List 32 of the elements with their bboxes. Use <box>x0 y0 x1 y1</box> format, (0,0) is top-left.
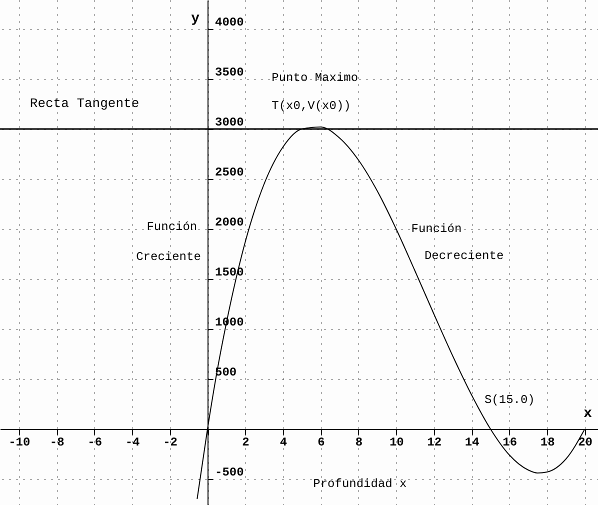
x-tick-label: 12 <box>427 436 442 450</box>
x-tick-label: 10 <box>389 436 404 450</box>
y-tick-label: 3500 <box>215 66 244 80</box>
x-tick-label: 20 <box>578 436 592 450</box>
x-tick-label: 8 <box>355 436 363 450</box>
annotation: Creciente <box>136 250 201 264</box>
x-tick-label: -6 <box>88 436 102 450</box>
x-tick-label: 14 <box>464 436 480 450</box>
y-tick-label: 3000 <box>215 116 244 130</box>
x-tick-label: 16 <box>502 436 518 450</box>
annotation: Profundidad x <box>313 477 407 491</box>
annotation: T(x0,V(x0)) <box>272 99 351 113</box>
ref-line-label: Recta Tangente <box>30 96 140 111</box>
y-tick-label: 2500 <box>215 166 244 180</box>
y-tick-label: 2000 <box>215 216 244 230</box>
x-tick-label: -2 <box>163 436 178 450</box>
x-tick-label: -10 <box>8 436 30 450</box>
annotation: Punto Maximo <box>272 71 358 85</box>
annotation: S(15.0) <box>484 393 535 407</box>
y-tick-label: -500 <box>215 466 244 480</box>
x-axis-title: x <box>584 406 593 422</box>
x-tick-label: 6 <box>318 436 325 450</box>
x-tick-label: 4 <box>280 436 288 450</box>
y-tick-label: 4000 <box>215 16 244 30</box>
y-axis-title: y <box>191 11 200 27</box>
x-tick-label: -4 <box>125 436 140 450</box>
annotation: Decreciente <box>424 249 504 263</box>
annotation: Función <box>411 222 462 236</box>
x-tick-label: 18 <box>540 436 555 450</box>
x-tick-label: 2 <box>242 436 250 450</box>
x-tick-label: -8 <box>50 436 64 450</box>
annotation: Función <box>146 220 198 234</box>
